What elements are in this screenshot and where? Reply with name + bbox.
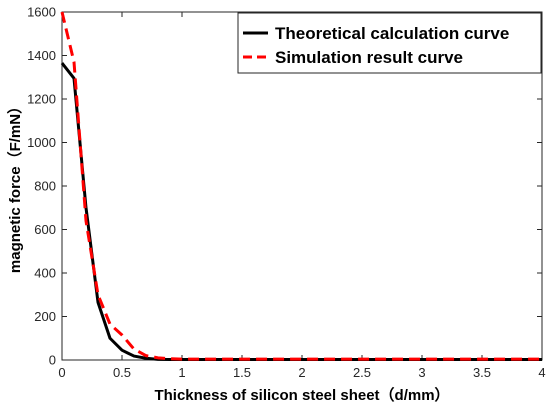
y-tick-label: 400 [34,266,56,281]
x-axis-label: Thickness of silicon steel sheet（d/mm） [154,386,449,404]
y-tick-label: 0 [49,353,56,368]
y-tick-label: 200 [34,309,56,324]
x-tick-label: 3 [418,365,425,380]
x-tick-label: 1 [178,365,185,380]
y-tick-label: 1600 [27,5,56,20]
x-tick-label: 4 [538,365,545,380]
axis-ticks: 0 0.5 1 1.5 2 2.5 3 3.5 4 0 200 400 600 800 1000 1200 14… [27,5,546,381]
legend-box [237,12,542,74]
y-tick-label: 1200 [27,92,56,107]
legend-label-theoretical: Theoretical calculation curve [275,24,509,43]
y-axis-label: magnetic force（F/mN） [6,99,24,273]
legend-label-simulation: Simulation result curve [275,48,463,67]
series-layer [60,11,542,362]
y-tick-label: 1400 [27,48,56,63]
x-tick-label: 1.5 [233,365,251,380]
x-tick-label: 2.5 [353,365,371,380]
x-tick-label: 2 [298,365,305,380]
x-tick-label: 0.5 [113,365,131,380]
y-tick-label: 1000 [27,135,56,150]
simulation-result-curve [60,11,542,361]
legend: Theoretical calculation curve Simulation… [237,12,542,74]
x-tick-label: 0 [58,365,65,380]
y-tick-label: 600 [34,222,56,237]
x-tick-label: 3.5 [473,365,491,380]
y-tick-label: 800 [34,179,56,194]
